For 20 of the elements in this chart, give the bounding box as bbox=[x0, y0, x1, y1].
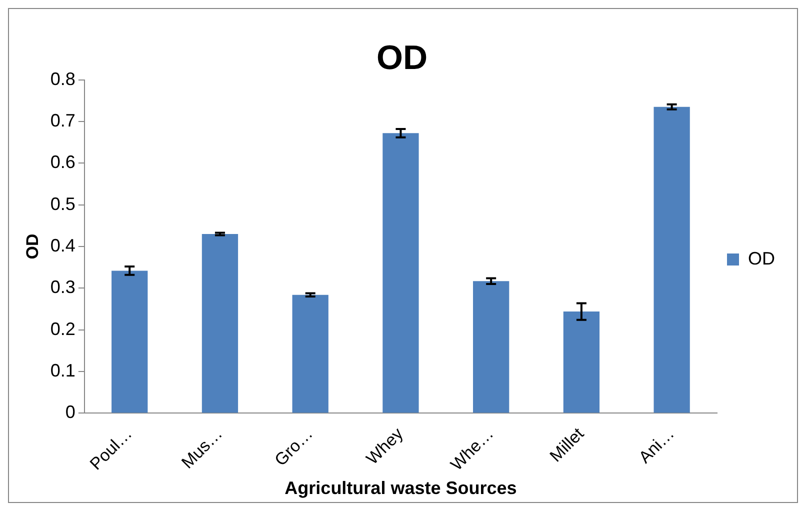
bar bbox=[654, 106, 690, 413]
bar bbox=[382, 133, 419, 413]
y-tick-label: 0.3 bbox=[50, 277, 76, 298]
bar bbox=[112, 270, 148, 413]
y-tick-label: 0.2 bbox=[50, 318, 76, 339]
bar bbox=[563, 312, 600, 413]
y-tick-label: 0 bbox=[65, 402, 76, 422]
chart-title: OD bbox=[376, 38, 428, 77]
y-axis-title: OD bbox=[22, 234, 42, 260]
bar bbox=[292, 294, 328, 413]
y-tick-label: 0.6 bbox=[50, 152, 76, 172]
bar bbox=[202, 234, 238, 413]
bar bbox=[473, 281, 510, 413]
y-tick-label: 0.8 bbox=[50, 68, 76, 89]
y-tick-label: 0.7 bbox=[50, 110, 76, 130]
y-tick-label: 0.4 bbox=[50, 235, 76, 256]
legend-label: OD bbox=[748, 248, 775, 268]
y-tick-label: 0.1 bbox=[50, 360, 76, 381]
x-axis-title: Agricultural waste Sources bbox=[284, 478, 517, 498]
y-tick-label: 0.5 bbox=[50, 194, 76, 214]
